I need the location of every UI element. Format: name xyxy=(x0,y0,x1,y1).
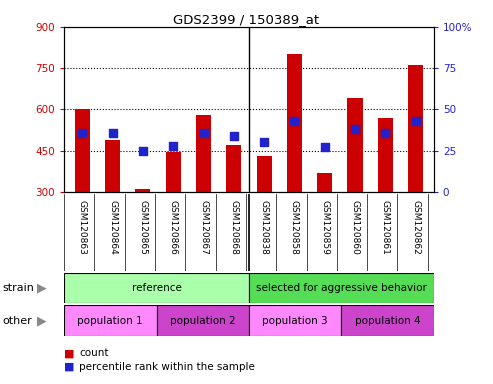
Point xyxy=(230,133,238,139)
Bar xyxy=(341,305,434,336)
Bar xyxy=(348,98,363,192)
Point xyxy=(200,129,208,136)
Text: GSM120862: GSM120862 xyxy=(411,200,420,255)
Text: population 1: population 1 xyxy=(77,316,143,326)
Point xyxy=(78,129,86,136)
Bar xyxy=(256,156,272,192)
Text: GSM120858: GSM120858 xyxy=(290,200,299,255)
Text: ▶: ▶ xyxy=(37,281,47,295)
Bar xyxy=(196,115,211,192)
Bar xyxy=(249,273,434,303)
Text: reference: reference xyxy=(132,283,181,293)
Point xyxy=(382,129,389,136)
Point xyxy=(260,139,268,146)
Text: selected for aggressive behavior: selected for aggressive behavior xyxy=(256,283,427,293)
Point xyxy=(321,144,329,151)
Text: GSM120865: GSM120865 xyxy=(139,200,147,255)
Point xyxy=(108,129,116,136)
Point xyxy=(169,143,177,149)
Bar xyxy=(64,273,249,303)
Text: GSM120860: GSM120860 xyxy=(351,200,359,255)
Bar xyxy=(317,173,332,192)
Text: GSM120864: GSM120864 xyxy=(108,200,117,255)
Text: GSM120838: GSM120838 xyxy=(260,200,269,255)
Bar xyxy=(408,65,423,192)
Text: GSM120867: GSM120867 xyxy=(199,200,208,255)
Bar xyxy=(249,305,341,336)
Bar xyxy=(157,305,249,336)
Text: ▶: ▶ xyxy=(37,314,47,327)
Text: strain: strain xyxy=(2,283,35,293)
Text: population 2: population 2 xyxy=(170,316,236,326)
Text: ■: ■ xyxy=(64,348,74,358)
Text: GSM120859: GSM120859 xyxy=(320,200,329,255)
Text: percentile rank within the sample: percentile rank within the sample xyxy=(79,362,255,372)
Text: GSM120863: GSM120863 xyxy=(78,200,87,255)
Point xyxy=(351,126,359,132)
Text: population 3: population 3 xyxy=(262,316,328,326)
Text: GSM120861: GSM120861 xyxy=(381,200,390,255)
Bar xyxy=(378,118,393,192)
Point xyxy=(290,118,298,124)
Bar xyxy=(105,140,120,192)
Text: population 4: population 4 xyxy=(355,316,421,326)
Bar xyxy=(75,109,90,192)
Text: GDS2399 / 150389_at: GDS2399 / 150389_at xyxy=(174,13,319,26)
Point xyxy=(139,148,147,154)
Bar xyxy=(287,55,302,192)
Bar xyxy=(166,152,181,192)
Text: ■: ■ xyxy=(64,362,74,372)
Bar xyxy=(226,145,242,192)
Text: other: other xyxy=(2,316,32,326)
Text: GSM120866: GSM120866 xyxy=(169,200,177,255)
Bar xyxy=(64,305,157,336)
Point xyxy=(412,118,420,124)
Text: GSM120868: GSM120868 xyxy=(229,200,238,255)
Bar xyxy=(135,189,150,192)
Text: count: count xyxy=(79,348,108,358)
